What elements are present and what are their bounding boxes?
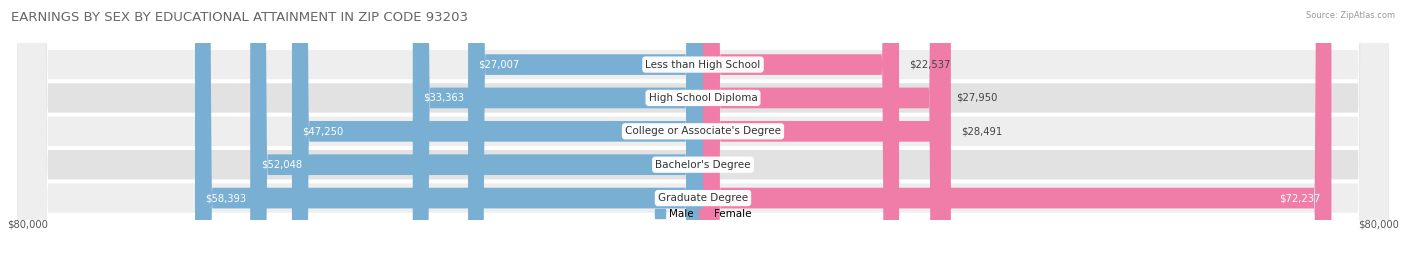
Text: $27,950: $27,950 (956, 93, 998, 103)
FancyBboxPatch shape (195, 0, 703, 268)
FancyBboxPatch shape (703, 0, 1331, 268)
Text: $72,237: $72,237 (1279, 193, 1322, 203)
Text: $80,000: $80,000 (1358, 220, 1399, 230)
FancyBboxPatch shape (468, 0, 703, 268)
Text: Bachelor's Degree: Bachelor's Degree (655, 160, 751, 170)
Text: EARNINGS BY SEX BY EDUCATIONAL ATTAINMENT IN ZIP CODE 93203: EARNINGS BY SEX BY EDUCATIONAL ATTAINMEN… (11, 11, 468, 24)
Text: College or Associate's Degree: College or Associate's Degree (626, 126, 780, 136)
Text: $80,000: $80,000 (7, 220, 48, 230)
Text: $52,048: $52,048 (260, 160, 302, 170)
Legend: Male, Female: Male, Female (651, 205, 755, 224)
Text: Less than High School: Less than High School (645, 59, 761, 70)
Text: Graduate Degree: Graduate Degree (658, 193, 748, 203)
Text: High School Diploma: High School Diploma (648, 93, 758, 103)
Text: Source: ZipAtlas.com: Source: ZipAtlas.com (1306, 11, 1395, 20)
Text: $0: $0 (713, 160, 725, 170)
FancyBboxPatch shape (703, 0, 898, 268)
FancyBboxPatch shape (17, 0, 1389, 268)
Text: $47,250: $47,250 (302, 126, 343, 136)
Text: $28,491: $28,491 (962, 126, 1002, 136)
FancyBboxPatch shape (17, 0, 1389, 268)
FancyBboxPatch shape (250, 0, 703, 268)
Text: $22,537: $22,537 (910, 59, 950, 70)
FancyBboxPatch shape (17, 0, 1389, 268)
Text: $27,007: $27,007 (478, 59, 520, 70)
FancyBboxPatch shape (292, 0, 703, 268)
FancyBboxPatch shape (413, 0, 703, 268)
FancyBboxPatch shape (17, 0, 1389, 268)
FancyBboxPatch shape (17, 0, 1389, 268)
FancyBboxPatch shape (703, 0, 946, 268)
Text: $58,393: $58,393 (205, 193, 246, 203)
FancyBboxPatch shape (703, 0, 950, 268)
Text: $33,363: $33,363 (423, 93, 464, 103)
